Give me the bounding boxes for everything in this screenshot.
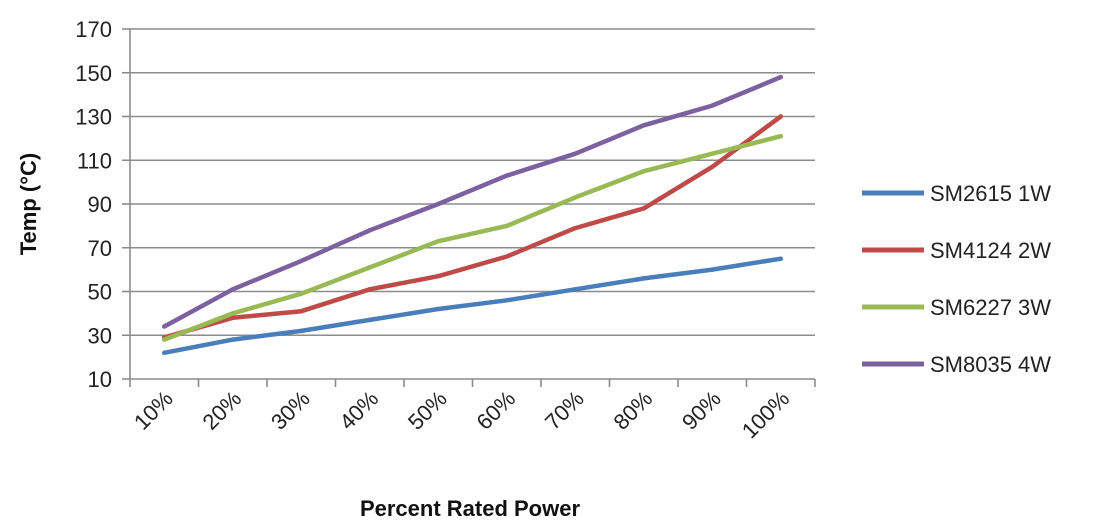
data-point: [641, 206, 646, 211]
data-point: [710, 267, 715, 272]
y-tick-label: 10: [88, 367, 112, 392]
series-line-4: [162, 74, 784, 329]
data-point: [367, 228, 372, 233]
series-line-2: [162, 114, 784, 340]
axes: [129, 29, 816, 387]
data-point: [641, 168, 646, 174]
x-tick-label: 90%: [677, 386, 726, 435]
data-point: [436, 201, 441, 207]
data-point: [504, 254, 509, 259]
y-tick-labels: 10 30 50 70 90 110 130 150 170: [75, 17, 112, 392]
data-point: [367, 287, 372, 292]
y-axis-title: Temp (°C): [16, 153, 41, 256]
x-tick-label: 100%: [737, 386, 794, 443]
data-point: [436, 273, 441, 279]
y-tick-label: 170: [75, 17, 112, 42]
data-point: [778, 133, 783, 139]
gridlines: [122, 28, 815, 380]
data-point: [641, 123, 646, 128]
data-point: [778, 256, 783, 261]
data-point: [504, 298, 509, 303]
data-point: [162, 337, 167, 342]
y-tick-label: 90: [88, 192, 112, 217]
data-point: [230, 337, 235, 342]
x-tick-label: 50%: [403, 386, 452, 435]
series-line-1: [162, 256, 784, 356]
series-lines: [162, 74, 784, 356]
legend-label: SM6227 3W: [930, 295, 1051, 320]
y-tick-label: 70: [88, 236, 112, 261]
x-tick-label: 10%: [129, 386, 178, 435]
data-point: [230, 287, 235, 292]
data-point: [230, 311, 235, 316]
data-point: [367, 317, 372, 323]
data-point: [573, 151, 578, 156]
x-tick-label: 30%: [266, 386, 315, 435]
data-point: [436, 238, 441, 244]
data-point: [710, 103, 715, 108]
y-tick-label: 50: [88, 280, 112, 305]
data-point: [778, 114, 783, 119]
data-point: [504, 223, 509, 229]
data-point: [299, 258, 304, 264]
x-tick-label: 60%: [471, 386, 520, 435]
y-tick-label: 150: [75, 61, 112, 86]
legend-label: SM8035 4W: [930, 352, 1051, 377]
x-tick-labels: 10% 20% 30% 40% 50% 60% 70% 80% 90% 100%: [129, 386, 794, 443]
legend-label: SM2615 1W: [930, 181, 1051, 206]
legend-label: SM4124 2W: [930, 238, 1051, 263]
data-point: [299, 328, 304, 334]
data-point: [230, 315, 235, 320]
data-point: [162, 350, 167, 355]
y-tick-label: 30: [88, 323, 112, 348]
y-tick-label: 110: [77, 148, 112, 173]
data-point: [299, 291, 304, 296]
data-point: [504, 173, 509, 178]
x-tick-label: 40%: [334, 386, 383, 435]
data-point: [641, 276, 646, 281]
series-line-3: [162, 133, 784, 342]
data-point: [573, 225, 578, 231]
x-axis-title: Percent Rated Power: [360, 496, 581, 521]
data-point: [710, 164, 715, 170]
data-point: [162, 324, 167, 329]
data-point: [573, 287, 578, 292]
data-point: [436, 306, 441, 312]
data-point: [710, 151, 715, 156]
data-point: [367, 265, 372, 270]
legend: SM2615 1W SM4124 2W SM6227 3W SM8035 4W: [862, 181, 1051, 377]
x-tick-label: 70%: [540, 386, 589, 435]
y-tick-label: 130: [75, 105, 112, 130]
x-tick-label: 20%: [197, 386, 246, 435]
data-point: [299, 308, 304, 314]
data-point: [778, 74, 783, 80]
data-point: [573, 195, 578, 200]
x-tick-label: 80%: [608, 386, 657, 435]
